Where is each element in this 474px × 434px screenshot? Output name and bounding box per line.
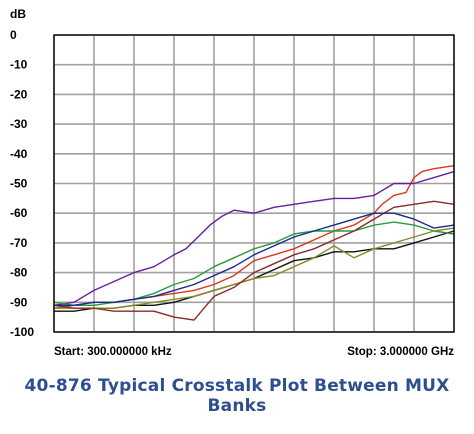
y-tick-label: -40 xyxy=(10,147,28,161)
chart-caption: 40-876 Typical Crosstalk Plot Between MU… xyxy=(24,376,450,416)
y-tick-label: -30 xyxy=(10,117,28,131)
y-axis-label: dB xyxy=(10,7,26,21)
y-tick-label: -90 xyxy=(10,295,28,309)
plot-border xyxy=(53,34,455,333)
series-line-7 xyxy=(54,212,455,306)
start-frequency-label: Start: 300.000000 kHz xyxy=(54,346,172,358)
y-tick-label: -10 xyxy=(10,58,28,72)
y-tick-label: -50 xyxy=(10,177,28,191)
y-tick-label: -80 xyxy=(10,266,28,280)
stop-frequency-label: Stop: 3.000000 GHz xyxy=(347,346,454,358)
y-tick-label: -20 xyxy=(10,87,28,101)
y-tick-label: -70 xyxy=(10,236,28,250)
series-line-2 xyxy=(53,170,455,306)
y-tick-label: -100 xyxy=(10,325,34,339)
series-line-5 xyxy=(54,227,455,309)
y-tick-label: -60 xyxy=(10,206,28,220)
y-tick-label: 0 xyxy=(10,28,17,42)
series-line-6 xyxy=(53,200,455,321)
